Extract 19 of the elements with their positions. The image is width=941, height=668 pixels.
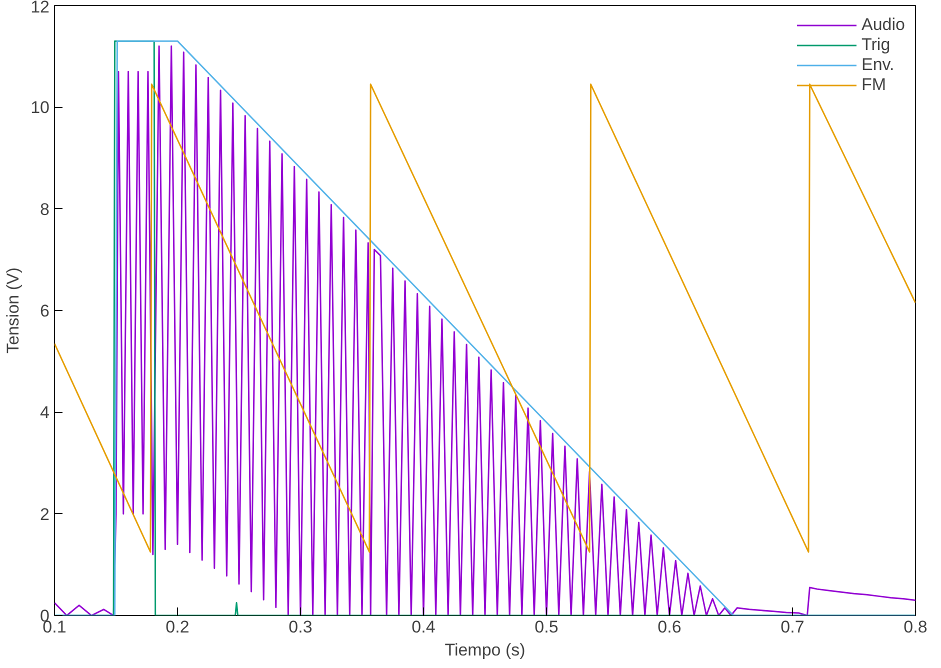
y-tick-label: 8 [40, 200, 50, 219]
legend-label: Audio [862, 15, 905, 35]
y-tick-label: 12 [30, 0, 50, 16]
legend-label: FM [862, 75, 886, 95]
legend-label: Trig [862, 35, 890, 55]
x-tick-label: 0.4 [412, 618, 436, 636]
y-tick-label: 10 [30, 98, 50, 118]
x-tick-label: 0.2 [166, 618, 190, 636]
y-tick-label: 6 [40, 302, 50, 320]
x-tick-label: 0.7 [780, 618, 804, 636]
y-axis-title: Tension (V) [4, 268, 23, 354]
x-tick-label: 0.6 [658, 618, 682, 636]
x-tick-label: 0.3 [288, 618, 312, 636]
y-tick-label: 4 [40, 403, 50, 422]
x-axis-title: Tiempo (s) [444, 640, 526, 660]
y-tick-label: 2 [40, 504, 50, 524]
x-tick-label: 0.8 [904, 618, 928, 636]
x-tick-label: 0.5 [534, 618, 558, 636]
legend-label: Env. [862, 55, 894, 75]
